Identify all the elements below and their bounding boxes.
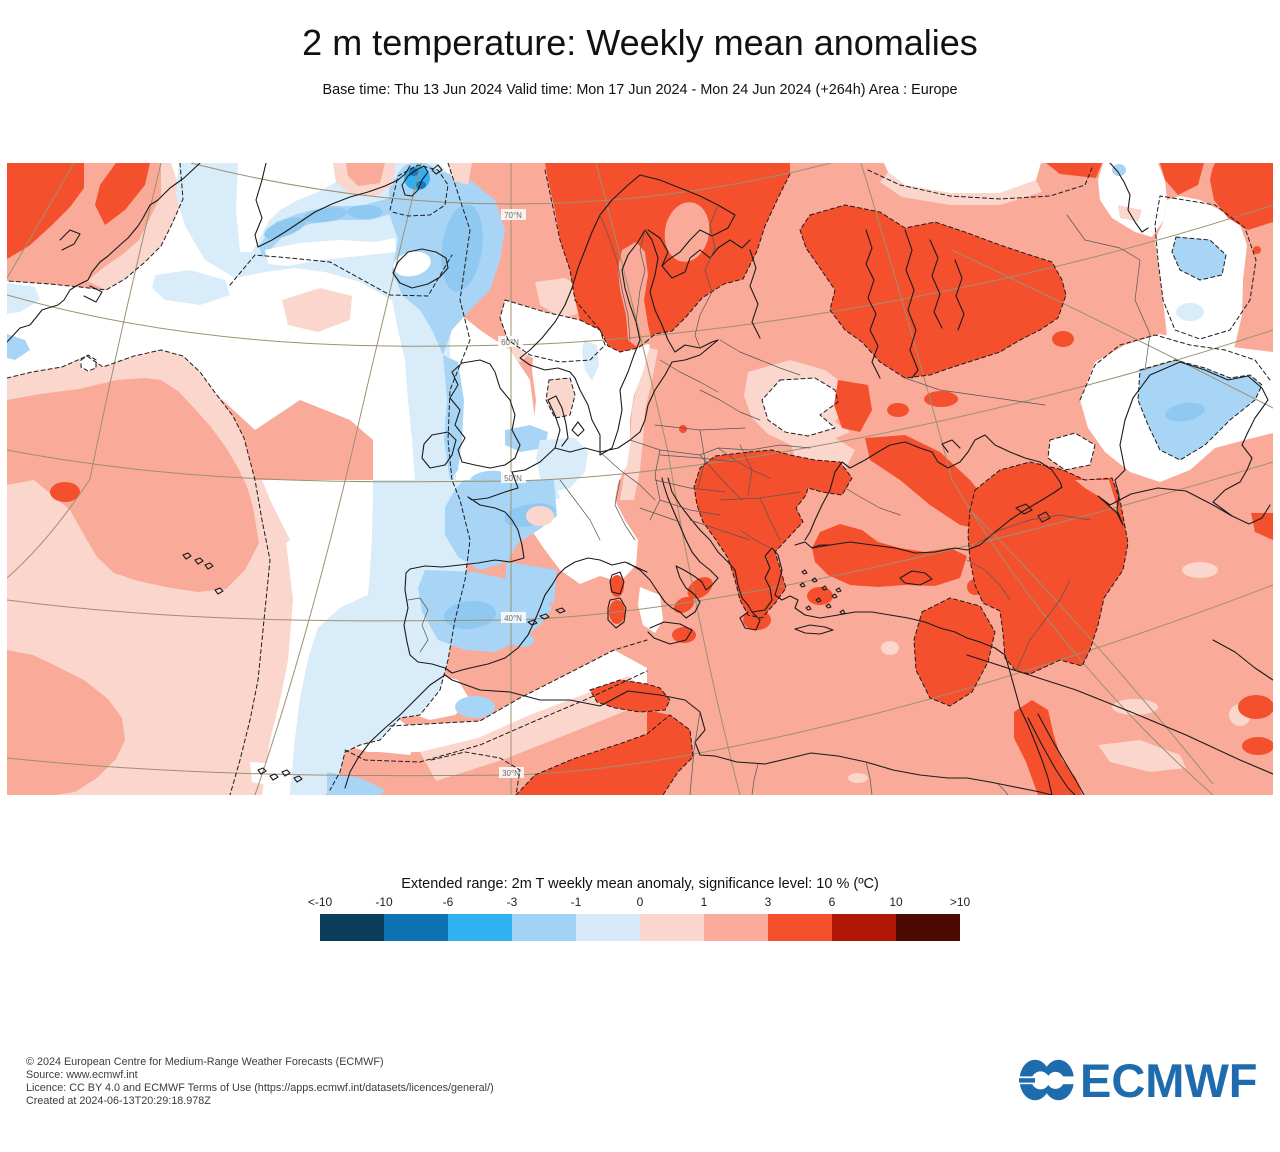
svg-text:Extended range: 2m T weekly me: Extended range: 2m T weekly mean anomaly… — [401, 876, 879, 892]
svg-text:Source: www.ecmwf.int: Source: www.ecmwf.int — [26, 1069, 138, 1081]
svg-text:70°N: 70°N — [504, 211, 522, 220]
svg-text:-6: -6 — [443, 895, 454, 909]
svg-text:-3: -3 — [507, 895, 518, 909]
svg-text:-10: -10 — [375, 895, 393, 909]
svg-text:40°N: 40°N — [504, 614, 522, 623]
svg-text:ECMWF: ECMWF — [1080, 1054, 1258, 1107]
svg-text:Created at 2024-06-13T20:29:18: Created at 2024-06-13T20:29:18.978Z — [26, 1095, 211, 1107]
svg-text:0: 0 — [637, 895, 644, 909]
svg-text:6: 6 — [829, 895, 836, 909]
svg-text:>10: >10 — [950, 895, 971, 909]
svg-text:50°N: 50°N — [504, 474, 522, 483]
svg-text:30°N: 30°N — [502, 769, 520, 778]
svg-text:10: 10 — [889, 895, 903, 909]
svg-text:Licence: CC BY 4.0 and ECMWF T: Licence: CC BY 4.0 and ECMWF Terms of Us… — [26, 1082, 494, 1094]
svg-text:1: 1 — [701, 895, 708, 909]
svg-text:<-10: <-10 — [308, 895, 333, 909]
svg-text:© 2024 European Centre for Med: © 2024 European Centre for Medium-Range … — [26, 1056, 384, 1068]
svg-text:60°N: 60°N — [501, 338, 519, 347]
svg-text:-1: -1 — [571, 895, 582, 909]
svg-text:3: 3 — [765, 895, 772, 909]
